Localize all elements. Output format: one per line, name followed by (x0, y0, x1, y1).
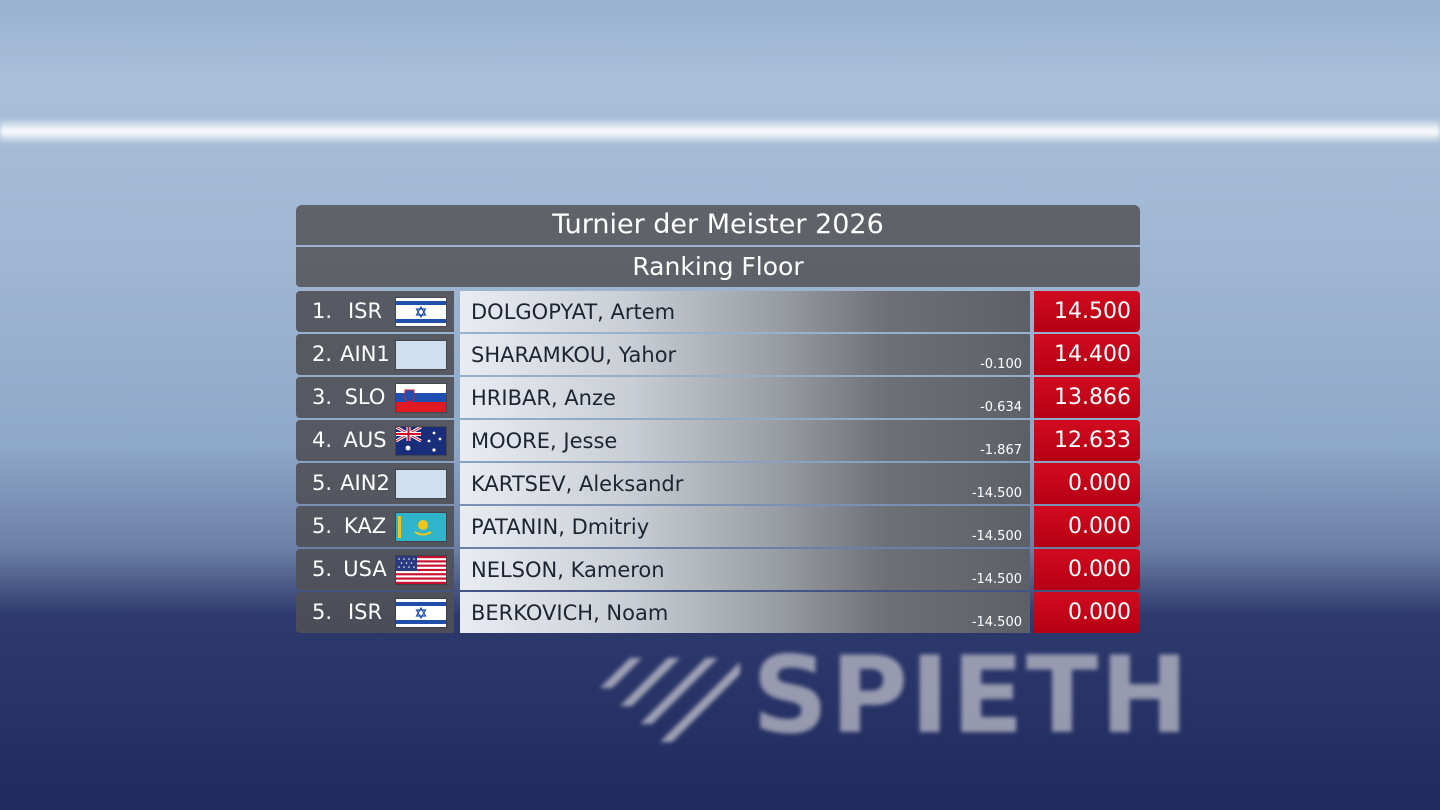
ranking-row: 5. AIN2 KARTSEV, Aleksandr -14.500 0.000 (296, 463, 1140, 504)
athlete-name-cell: KARTSEV, Aleksandr -14.500 (460, 463, 1030, 504)
athlete-name: KARTSEV, Aleksandr (471, 472, 684, 496)
israel-flag-icon (395, 297, 447, 327)
ranking-board: Turnier der Meister 2026 Ranking Floor 1… (296, 205, 1140, 635)
kazakhstan-flag-icon (395, 512, 447, 542)
rank-country-cell: 5. KAZ (296, 506, 454, 547)
rank-country-cell: 5. AIN2 (296, 463, 454, 504)
ranking-row: 4. AUS MOORE, Jesse -1.867 12.633 (296, 420, 1140, 461)
ranking-list: 1. ISR DOLGOPYAT, Artem 14.500 2. AIN1 (296, 291, 1140, 633)
athlete-name: SHARAMKOU, Yahor (471, 343, 677, 367)
neutral-flag-icon (395, 340, 447, 370)
athlete-name-cell: SHARAMKOU, Yahor -0.100 (460, 334, 1030, 375)
country-code: AUS (343, 428, 387, 452)
score-cell: 0.000 (1034, 463, 1140, 504)
score-value: 0.000 (1068, 471, 1131, 496)
ranking-subtitle: Ranking Floor (296, 247, 1140, 287)
score-difference: -14.500 (971, 486, 1022, 501)
rank-country-cell: 5. ISR (296, 592, 454, 633)
rank-country-cell: 2. AIN1 (296, 334, 454, 375)
athlete-name-cell: HRIBAR, Anze -0.634 (460, 377, 1030, 418)
athlete-name: NELSON, Kameron (471, 558, 665, 582)
score-cell: 0.000 (1034, 506, 1140, 547)
athlete-name: HRIBAR, Anze (471, 386, 616, 410)
athlete-name: BERKOVICH, Noam (471, 601, 669, 625)
score-difference: -14.500 (971, 529, 1022, 544)
athlete-name: DOLGOPYAT, Artem (471, 300, 676, 324)
rank-country-cell: 3. SLO (296, 377, 454, 418)
rank-country-cell: 1. ISR (296, 291, 454, 332)
event-title: Turnier der Meister 2026 (296, 205, 1140, 245)
score-difference: -14.500 (971, 615, 1022, 630)
athlete-name-cell: BERKOVICH, Noam -14.500 (460, 592, 1030, 633)
ranking-row: 5. USA NELSON, Kameron -14.500 0.000 (296, 549, 1140, 590)
country-code: AIN2 (340, 471, 390, 495)
score-difference: -14.500 (971, 572, 1022, 587)
ranking-row: 1. ISR DOLGOPYAT, Artem 14.500 (296, 291, 1140, 332)
country-code: KAZ (343, 514, 387, 538)
athlete-name-cell: NELSON, Kameron -14.500 (460, 549, 1030, 590)
score-value: 0.000 (1068, 514, 1131, 539)
usa-flag-icon (395, 555, 447, 585)
athlete-name-cell: MOORE, Jesse -1.867 (460, 420, 1030, 461)
rank-country-cell: 5. USA (296, 549, 454, 590)
score-difference: -1.867 (980, 443, 1022, 458)
score-cell: 14.400 (1034, 334, 1140, 375)
score-value: 0.000 (1068, 600, 1131, 625)
score-cell: 0.000 (1034, 592, 1140, 633)
score-cell: 0.000 (1034, 549, 1140, 590)
country-code: SLO (344, 385, 386, 409)
country-code: ISR (347, 299, 383, 323)
athlete-name: MOORE, Jesse (471, 429, 618, 453)
country-code: USA (343, 557, 387, 581)
rank-number: 2. (312, 342, 333, 366)
slovenia-flag-icon (395, 383, 447, 413)
score-value: 13.866 (1054, 385, 1131, 410)
sponsor-mark-icon (600, 658, 740, 742)
sponsor-wordmark: SPIETH (752, 634, 1191, 757)
athlete-name: PATANIN, Dmitriy (471, 515, 650, 539)
rank-number: 3. (312, 385, 333, 409)
australia-flag-icon (395, 426, 447, 456)
country-code: ISR (347, 600, 383, 624)
ranking-row: 5. KAZ PATANIN, Dmitriy -14.500 0.000 (296, 506, 1140, 547)
ranking-row: 2. AIN1 SHARAMKOU, Yahor -0.100 14.400 (296, 334, 1140, 375)
score-cell: 14.500 (1034, 291, 1140, 332)
rank-number: 5. (312, 600, 333, 624)
score-value: 0.000 (1068, 557, 1131, 582)
athlete-name-cell: DOLGOPYAT, Artem (460, 291, 1030, 332)
rank-number: 5. (312, 514, 333, 538)
rank-number: 4. (312, 428, 333, 452)
score-value: 12.633 (1054, 428, 1131, 453)
score-difference: -0.100 (980, 357, 1022, 372)
score-cell: 13.866 (1034, 377, 1140, 418)
sponsor-logo: SPIETH (600, 634, 1200, 760)
country-code: AIN1 (340, 342, 390, 366)
athlete-name-cell: PATANIN, Dmitriy -14.500 (460, 506, 1030, 547)
score-value: 14.400 (1054, 342, 1131, 367)
background-light-stripe (0, 118, 1440, 144)
israel-flag-icon (395, 598, 447, 628)
rank-number: 5. (312, 557, 333, 581)
neutral-flag-icon (395, 469, 447, 499)
ranking-row: 3. SLO HRIBAR, Anze -0.634 13.866 (296, 377, 1140, 418)
rank-country-cell: 4. AUS (296, 420, 454, 461)
ranking-row: 5. ISR BERKOVICH, Noam -14.500 0.000 (296, 592, 1140, 633)
score-value: 14.500 (1054, 299, 1131, 324)
rank-number: 1. (312, 299, 333, 323)
rank-number: 5. (312, 471, 333, 495)
score-difference: -0.634 (980, 400, 1022, 415)
score-cell: 12.633 (1034, 420, 1140, 461)
